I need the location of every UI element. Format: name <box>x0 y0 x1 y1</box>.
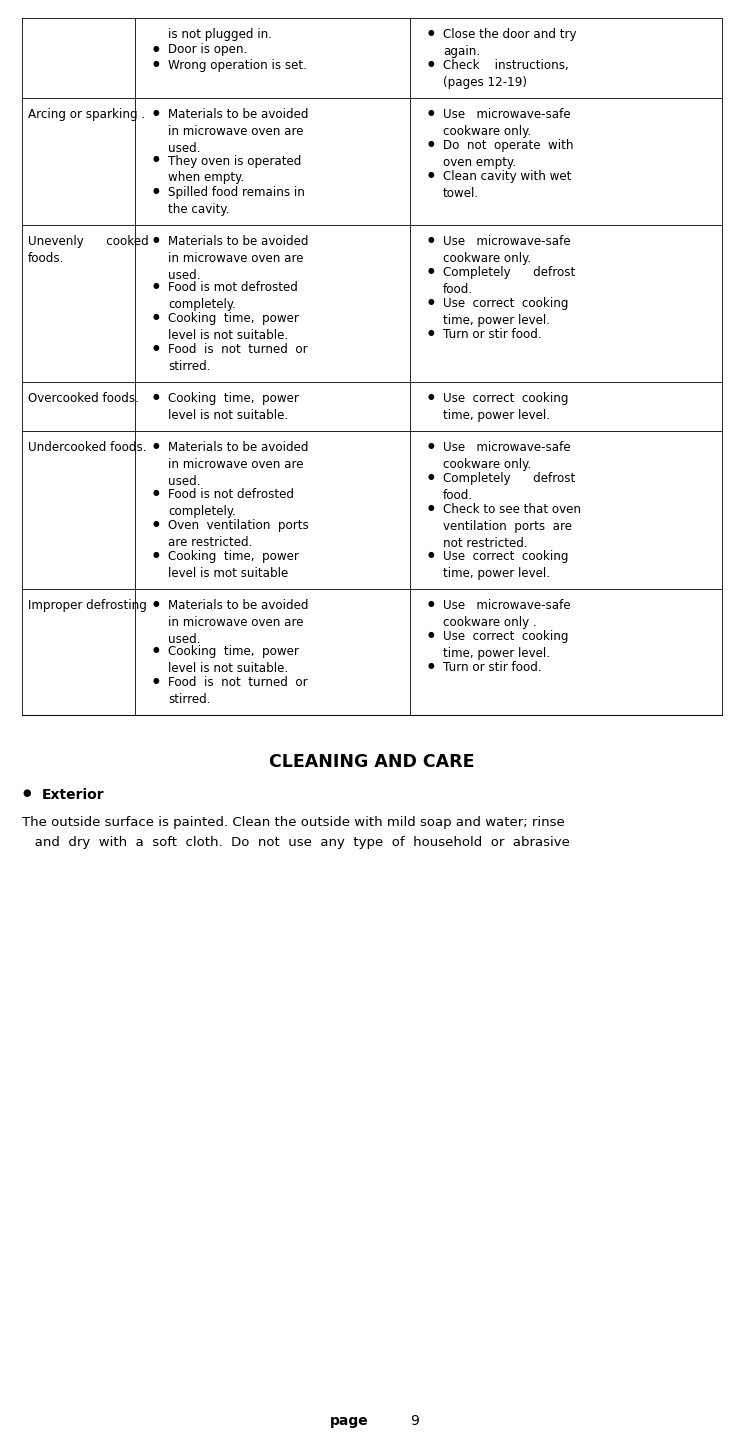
Text: ●: ● <box>153 185 160 195</box>
Text: ●: ● <box>428 471 434 482</box>
Text: ●: ● <box>428 327 434 337</box>
Text: Close the door and try
again.: Close the door and try again. <box>443 27 577 58</box>
Text: ●: ● <box>428 108 434 117</box>
Text: Check    instructions,
(pages 12-19): Check instructions, (pages 12-19) <box>443 59 568 90</box>
Text: ●: ● <box>428 266 434 275</box>
Text: Cooking  time,  power
level is not suitable.: Cooking time, power level is not suitabl… <box>168 645 299 675</box>
Text: Food is mot defrosted
completely.: Food is mot defrosted completely. <box>168 281 298 311</box>
Text: Oven  ventilation  ports
are restricted.: Oven ventilation ports are restricted. <box>168 519 309 548</box>
Text: ●: ● <box>428 392 434 401</box>
Text: Cooking  time,  power
level is mot suitable: Cooking time, power level is mot suitabl… <box>168 549 299 580</box>
Text: ●: ● <box>153 519 160 528</box>
Text: Overcooked foods.: Overcooked foods. <box>28 392 139 405</box>
Text: ●: ● <box>428 441 434 450</box>
Text: Materials to be avoided
in microwave oven are
used.: Materials to be avoided in microwave ove… <box>168 108 309 155</box>
Text: ●: ● <box>428 599 434 607</box>
Text: Wrong operation is set.: Wrong operation is set. <box>168 59 307 72</box>
Text: Use  correct  cooking
time, power level.: Use correct cooking time, power level. <box>443 629 568 659</box>
Text: Turn or stir food.: Turn or stir food. <box>443 661 542 674</box>
Text: Undercooked foods.: Undercooked foods. <box>28 441 147 454</box>
Text: ●: ● <box>153 155 160 163</box>
Text: Completely      defrost
food.: Completely defrost food. <box>443 266 575 295</box>
Text: Use  correct  cooking
time, power level.: Use correct cooking time, power level. <box>443 392 568 422</box>
Text: Food  is  not  turned  or
stirred.: Food is not turned or stirred. <box>168 675 307 706</box>
Text: Exterior: Exterior <box>42 788 105 803</box>
Text: ●: ● <box>153 487 160 496</box>
Text: ●: ● <box>153 392 160 401</box>
Text: ●: ● <box>153 441 160 450</box>
Text: CLEANING AND CARE: CLEANING AND CARE <box>269 753 475 771</box>
Text: ●: ● <box>153 281 160 291</box>
Text: ●: ● <box>153 234 160 243</box>
Text: ●: ● <box>153 343 160 351</box>
Text: page: page <box>330 1414 369 1429</box>
Text: Use   microwave-safe
cookware only.: Use microwave-safe cookware only. <box>443 441 571 471</box>
Text: ●: ● <box>153 599 160 607</box>
Text: Use  correct  cooking
time, power level.: Use correct cooking time, power level. <box>443 296 568 327</box>
Text: ●: ● <box>22 788 31 798</box>
Text: ●: ● <box>428 296 434 305</box>
Text: ●: ● <box>428 629 434 639</box>
Text: ●: ● <box>428 59 434 68</box>
Text: is not plugged in.: is not plugged in. <box>168 27 272 40</box>
Text: ●: ● <box>153 549 160 558</box>
Text: ●: ● <box>428 27 434 38</box>
Text: Cooking  time,  power
level is not suitable.: Cooking time, power level is not suitabl… <box>168 392 299 422</box>
Text: Spilled food remains in
the cavity.: Spilled food remains in the cavity. <box>168 185 305 215</box>
Text: ●: ● <box>153 675 160 685</box>
Text: ●: ● <box>428 234 434 243</box>
Text: Materials to be avoided
in microwave oven are
used.: Materials to be avoided in microwave ove… <box>168 234 309 282</box>
Text: Completely      defrost
food.: Completely defrost food. <box>443 471 575 502</box>
Text: Use  correct  cooking
time, power level.: Use correct cooking time, power level. <box>443 549 568 580</box>
Text: ●: ● <box>428 139 434 147</box>
Text: Use   microwave-safe
cookware only.: Use microwave-safe cookware only. <box>443 234 571 265</box>
Text: Use   microwave-safe
cookware only .: Use microwave-safe cookware only . <box>443 599 571 629</box>
Text: ●: ● <box>153 59 160 68</box>
Text: Check to see that oven
ventilation  ports  are
not restricted.: Check to see that oven ventilation ports… <box>443 503 581 549</box>
Text: 9: 9 <box>410 1414 419 1429</box>
Text: Door is open.: Door is open. <box>168 43 247 56</box>
Text: Food is not defrosted
completely.: Food is not defrosted completely. <box>168 487 294 518</box>
Text: Use   microwave-safe
cookware only.: Use microwave-safe cookware only. <box>443 108 571 137</box>
Text: ●: ● <box>153 43 160 52</box>
Text: They oven is operated
when empty.: They oven is operated when empty. <box>168 155 301 185</box>
Text: Arcing or sparking .: Arcing or sparking . <box>28 108 145 121</box>
Text: ●: ● <box>153 312 160 321</box>
Text: ●: ● <box>153 108 160 117</box>
Text: and  dry  with  a  soft  cloth.  Do  not  use  any  type  of  household  or  abr: and dry with a soft cloth. Do not use an… <box>22 836 570 849</box>
Text: Do  not  operate  with
oven empty.: Do not operate with oven empty. <box>443 139 574 169</box>
Text: ●: ● <box>428 503 434 512</box>
Text: Food  is  not  turned  or
stirred.: Food is not turned or stirred. <box>168 343 307 373</box>
Text: Unevenly      cooked
foods.: Unevenly cooked foods. <box>28 234 149 265</box>
Text: Clean cavity with wet
towel.: Clean cavity with wet towel. <box>443 171 571 200</box>
Text: ●: ● <box>428 171 434 179</box>
Text: ●: ● <box>428 549 434 558</box>
Text: ●: ● <box>153 645 160 654</box>
Text: Materials to be avoided
in microwave oven are
used.: Materials to be avoided in microwave ove… <box>168 441 309 487</box>
Text: The outside surface is painted. Clean the outside with mild soap and water; rins: The outside surface is painted. Clean th… <box>22 816 565 829</box>
Text: Turn or stir food.: Turn or stir food. <box>443 327 542 340</box>
Text: ●: ● <box>428 661 434 669</box>
Text: Materials to be avoided
in microwave oven are
used.: Materials to be avoided in microwave ove… <box>168 599 309 645</box>
Text: Improper defrosting: Improper defrosting <box>28 599 147 612</box>
Text: Cooking  time,  power
level is not suitable.: Cooking time, power level is not suitabl… <box>168 312 299 343</box>
